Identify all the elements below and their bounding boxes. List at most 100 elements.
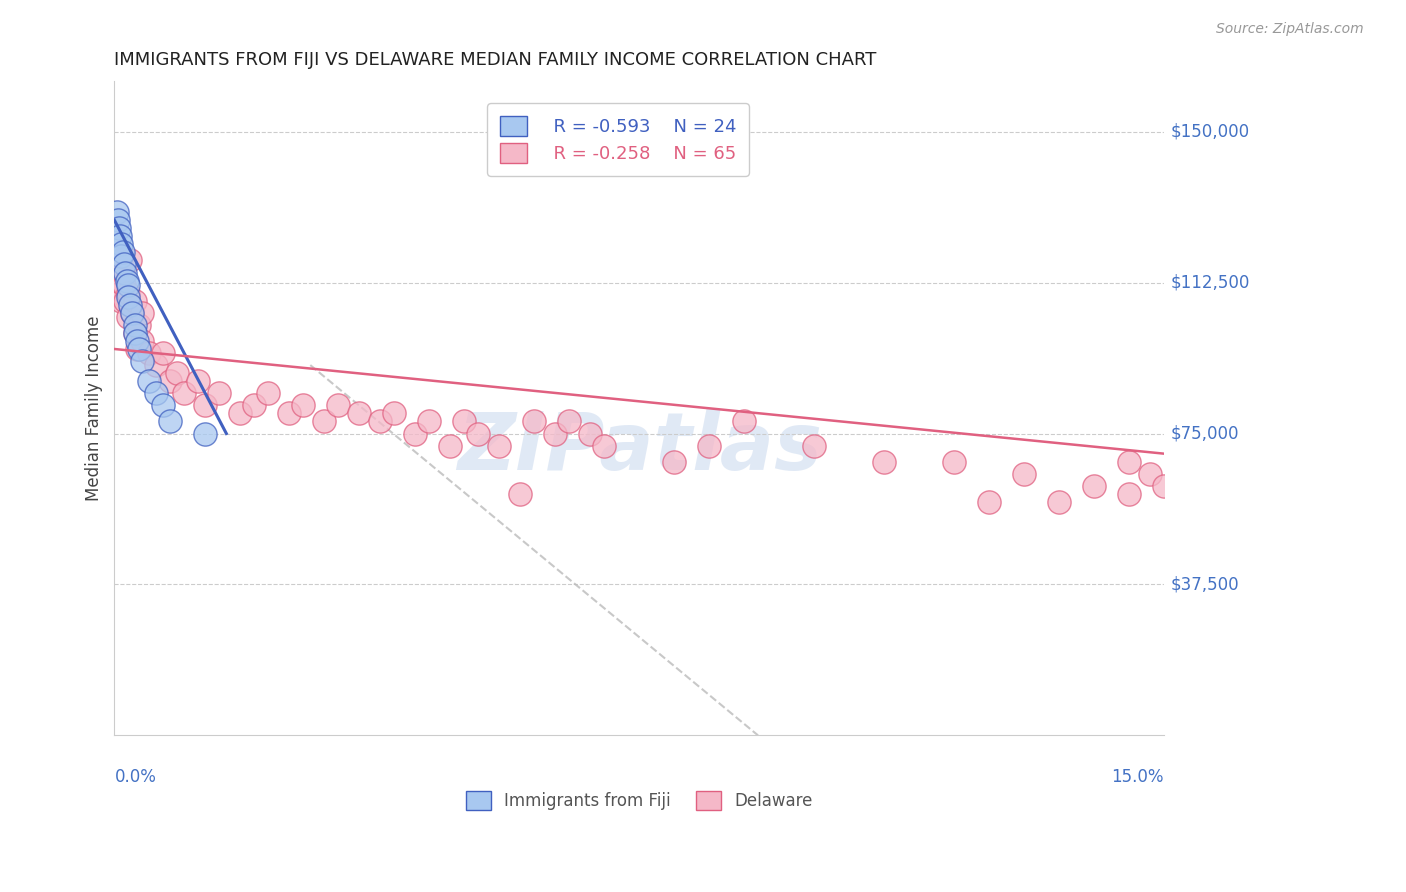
Point [117,277,139,292]
Point [558,414,581,428]
Text: IMMIGRANTS FROM FIJI VS DELAWARE MEDIAN FAMILY INCOME CORRELATION CHART: IMMIGRANTS FROM FIJI VS DELAWARE MEDIAN … [114,51,877,69]
Point [467,426,489,441]
Point [111,245,134,260]
Point [1139,467,1161,481]
Point [110,293,132,308]
Point [243,398,266,412]
Point [110,249,132,263]
Legend: Immigrants from Fiji, Delaware: Immigrants from Fiji, Delaware [454,780,824,822]
Point [145,386,167,401]
Point [107,213,129,227]
Point [117,290,139,304]
Point [124,326,146,340]
Point [104,274,127,288]
Text: $150,000: $150,000 [1171,123,1250,141]
Point [697,439,720,453]
Text: $75,000: $75,000 [1171,425,1239,442]
Point [110,253,132,268]
Point [977,495,1000,509]
Point [328,398,350,412]
Point [112,257,135,271]
Point [229,406,252,420]
Point [404,426,426,441]
Point [349,406,371,420]
Point [593,439,616,453]
Point [145,358,167,372]
Point [1047,495,1070,509]
Point [124,293,146,308]
Point [107,277,129,292]
Text: 15.0%: 15.0% [1111,768,1164,786]
Point [117,310,139,324]
Point [115,274,138,288]
Point [1012,467,1035,481]
Point [1153,479,1175,493]
Point [314,414,336,428]
Point [127,334,149,348]
Text: ZIPatlas: ZIPatlas [457,409,821,487]
Point [152,398,174,412]
Point [118,298,141,312]
Point [523,414,546,428]
Point [107,221,129,235]
Point [544,426,567,441]
Point [194,426,217,441]
Point [117,285,139,300]
Point [453,414,475,428]
Point [187,374,209,388]
Point [131,334,153,348]
Point [194,398,217,412]
Point [110,237,132,252]
Point [942,455,965,469]
Text: Source: ZipAtlas.com: Source: ZipAtlas.com [1216,22,1364,37]
Point [124,326,146,340]
Point [166,366,188,380]
Point [733,414,755,428]
Point [108,229,131,244]
Point [159,374,181,388]
Point [112,277,135,292]
Text: 0.0%: 0.0% [114,768,156,786]
Point [138,346,160,360]
Point [173,386,195,401]
Point [159,414,181,428]
Point [368,414,391,428]
Point [662,455,685,469]
Text: $37,500: $37,500 [1171,575,1239,593]
Point [1118,487,1140,501]
Text: $112,500: $112,500 [1171,274,1250,292]
Point [114,293,136,308]
Point [257,386,280,401]
Point [873,455,896,469]
Point [108,285,131,300]
Point [382,406,405,420]
Point [128,318,150,332]
Point [128,342,150,356]
Point [292,398,315,412]
Point [152,346,174,360]
Point [579,426,602,441]
Point [509,487,531,501]
Point [111,266,134,280]
Point [138,374,160,388]
Point [488,439,510,453]
Point [131,306,153,320]
Point [803,439,825,453]
Point [105,205,128,219]
Point [118,253,141,268]
Point [124,318,146,332]
Y-axis label: Median Family Income: Median Family Income [86,316,103,501]
Point [439,439,461,453]
Point [121,306,143,320]
Point [105,266,128,280]
Point [1118,455,1140,469]
Point [131,354,153,368]
Point [278,406,301,420]
Point [114,266,136,280]
Point [418,414,440,428]
Point [127,342,149,356]
Point [1083,479,1105,493]
Point [121,306,143,320]
Point [107,249,129,263]
Point [208,386,231,401]
